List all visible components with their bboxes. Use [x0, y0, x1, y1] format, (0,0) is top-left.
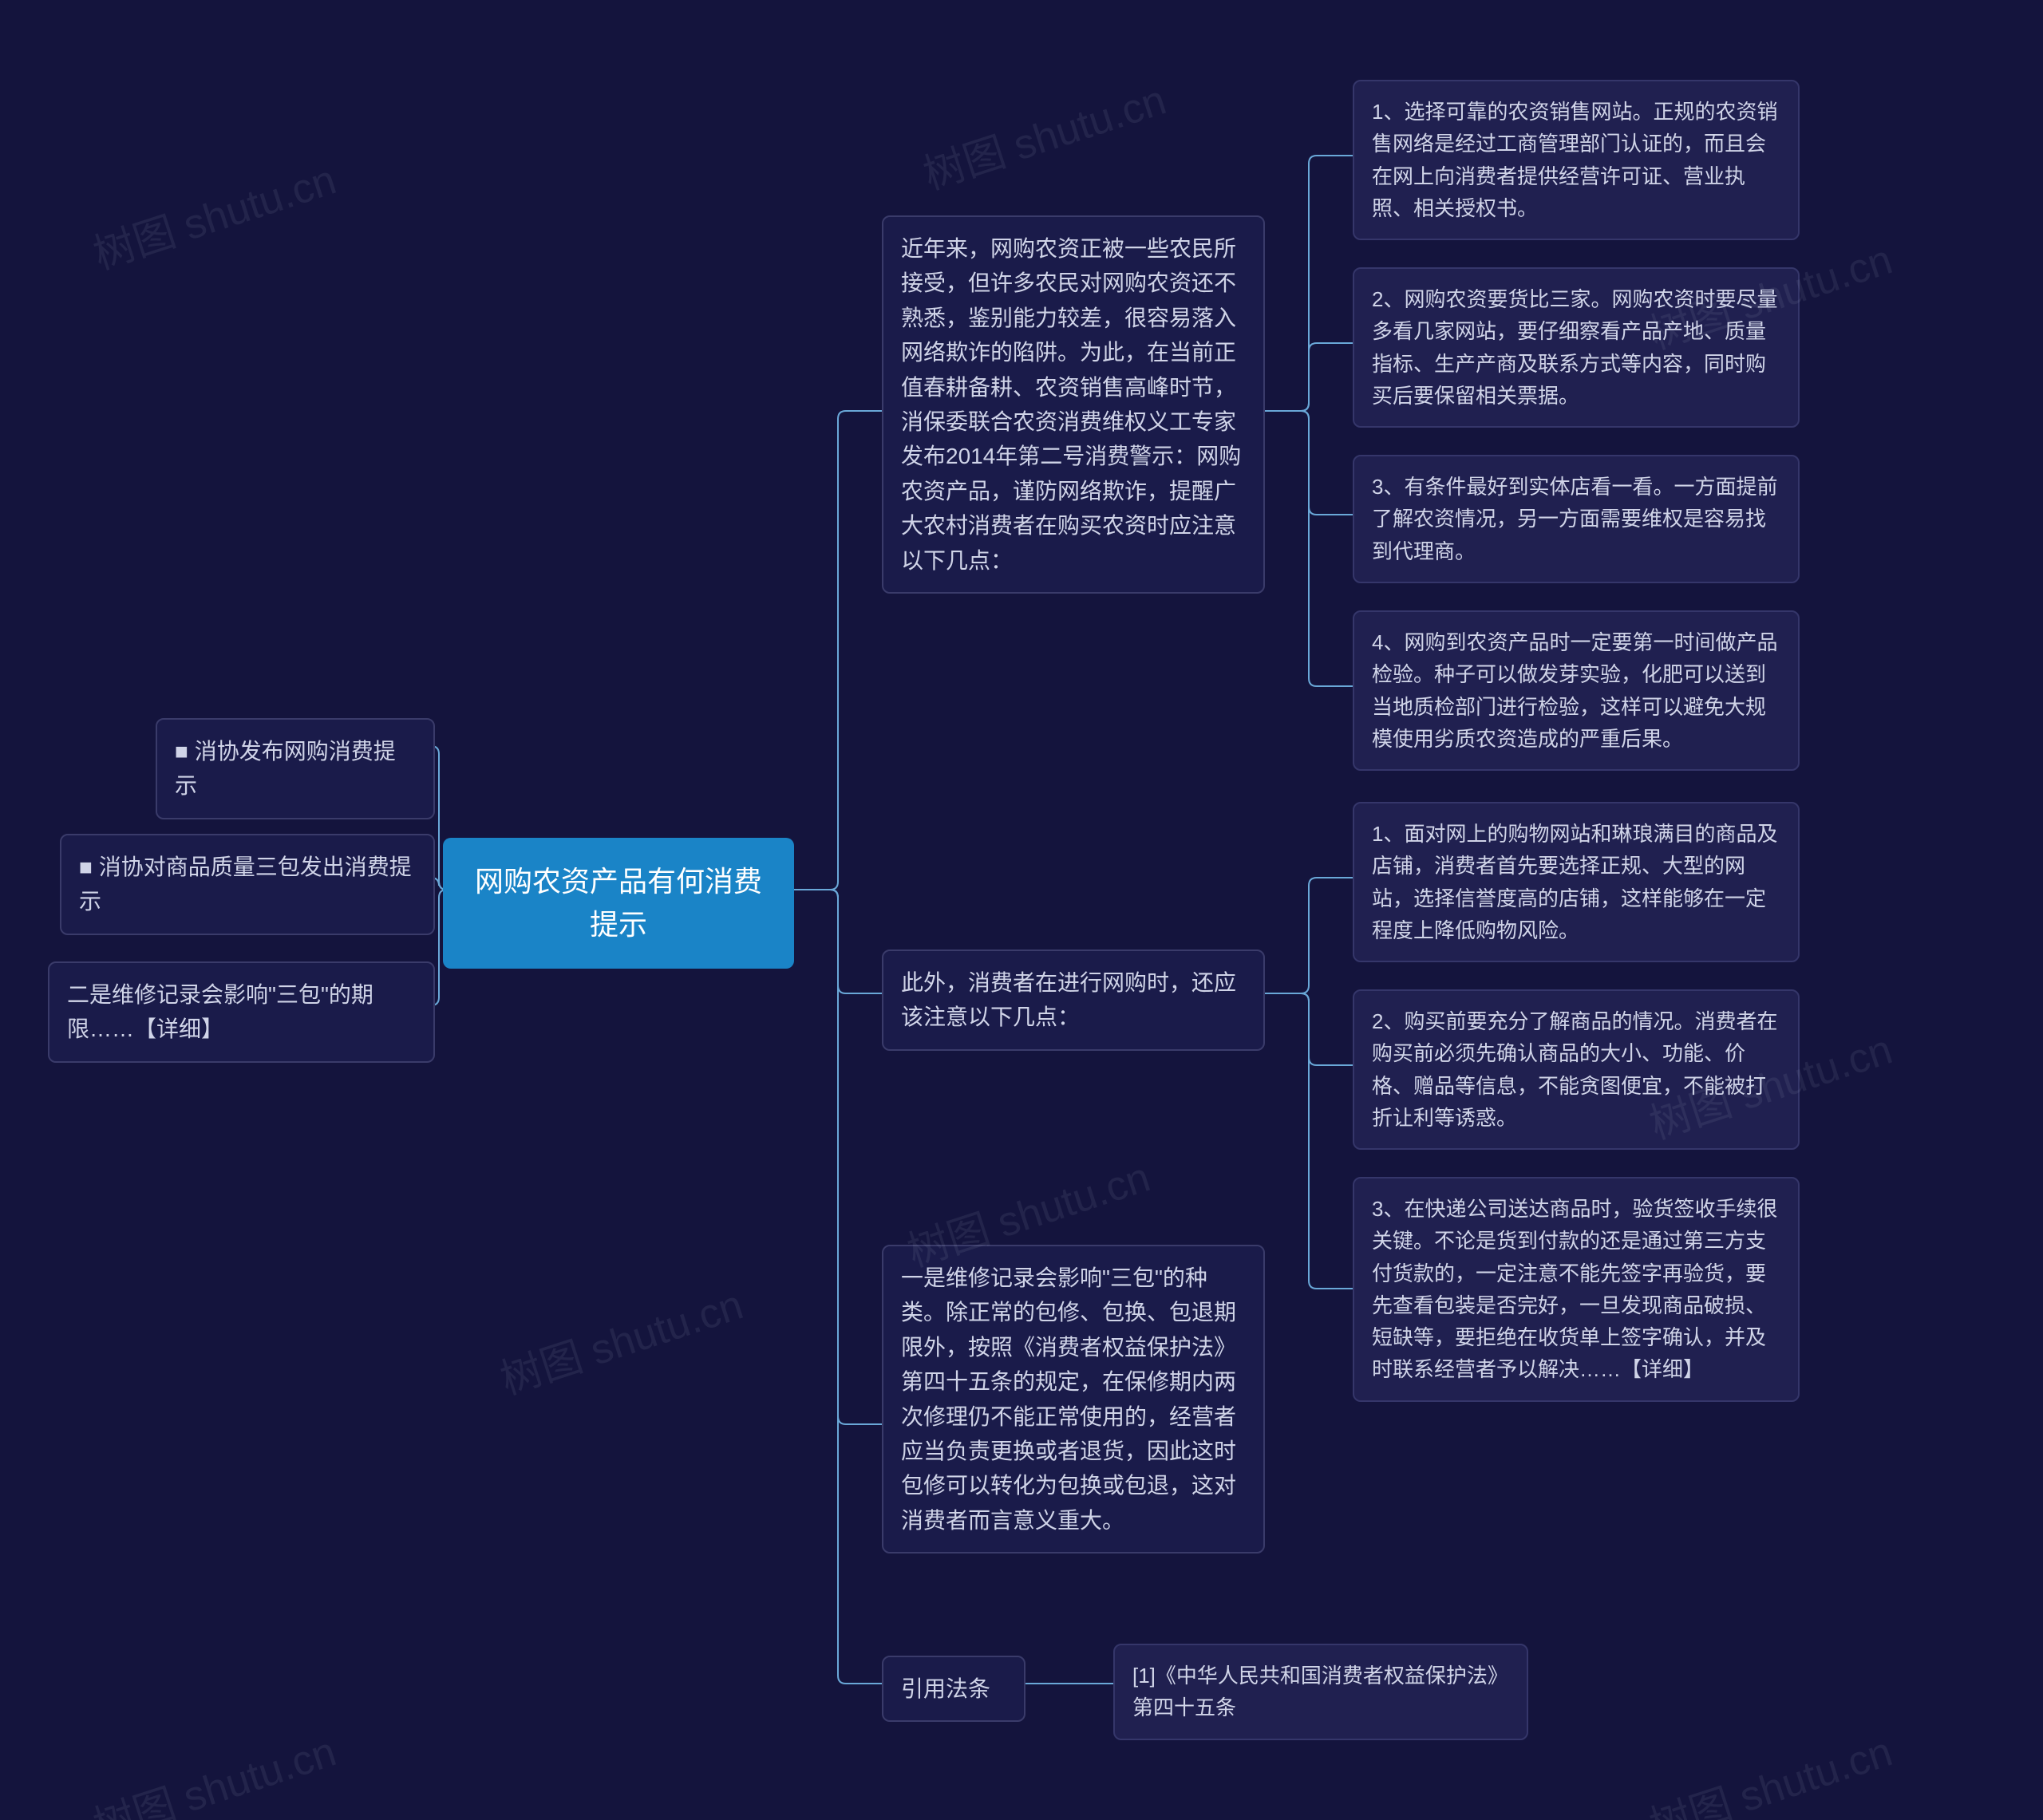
right-node-3[interactable]: 一是维修记录会影响"三包"的种类。除正常的包修、包换、包退期限外，按照《消费者权… — [882, 1245, 1265, 1554]
watermark: 树图 shutu.cn — [85, 146, 342, 281]
right-node-1-child-2[interactable]: 2、网购农资要货比三家。网购农资时要尽量多看几家网站，要仔细察看产品产地、质量指… — [1353, 267, 1800, 428]
right-node-4-child-1[interactable]: [1]《中华人民共和国消费者权益保护法》 第四十五条 — [1113, 1644, 1528, 1740]
right-node-2-child-2[interactable]: 2、购买前要充分了解商品的情况。消费者在购买前必须先确认商品的大小、功能、价格、… — [1353, 989, 1800, 1150]
right-node-4[interactable]: 引用法条 — [882, 1656, 1025, 1722]
left-node-2[interactable]: ■ 消协对商品质量三包发出消费提示 — [60, 834, 435, 935]
right-node-2-child-3[interactable]: 3、在快递公司送达商品时，验货签收手续很关键。不论是货到付款的还是通过第三方支付… — [1353, 1177, 1800, 1402]
watermark: 树图 shutu.cn — [85, 1718, 342, 1820]
right-node-1-child-4[interactable]: 4、网购到农资产品时一定要第一时间做产品检验。种子可以做发芽实验，化肥可以送到当… — [1353, 610, 1800, 771]
root-node[interactable]: 网购农资产品有何消费提示 — [443, 838, 794, 969]
left-node-1[interactable]: ■ 消协发布网购消费提示 — [156, 718, 435, 819]
watermark: 树图 shutu.cn — [1641, 1718, 1899, 1820]
right-node-2-child-1[interactable]: 1、面对网上的购物网站和琳琅满目的商品及店铺，消费者首先要选择正规、大型的网站，… — [1353, 802, 1800, 962]
right-node-1-child-3[interactable]: 3、有条件最好到实体店看一看。一方面提前了解农资情况，另一方面需要维权是容易找到… — [1353, 455, 1800, 583]
watermark: 树图 shutu.cn — [492, 1271, 749, 1406]
right-node-1-child-1[interactable]: 1、选择可靠的农资销售网站。正规的农资销售网络是经过工商管理部门认证的，而且会在… — [1353, 80, 1800, 240]
left-node-3[interactable]: 二是维修记录会影响"三包"的期限……【详细】 — [48, 961, 435, 1063]
right-node-1[interactable]: 近年来，网购农资正被一些农民所接受，但许多农民对网购农资还不熟悉，鉴别能力较差，… — [882, 215, 1265, 594]
watermark: 树图 shutu.cn — [915, 66, 1172, 201]
right-node-2[interactable]: 此外，消费者在进行网购时，还应该注意以下几点： — [882, 949, 1265, 1051]
